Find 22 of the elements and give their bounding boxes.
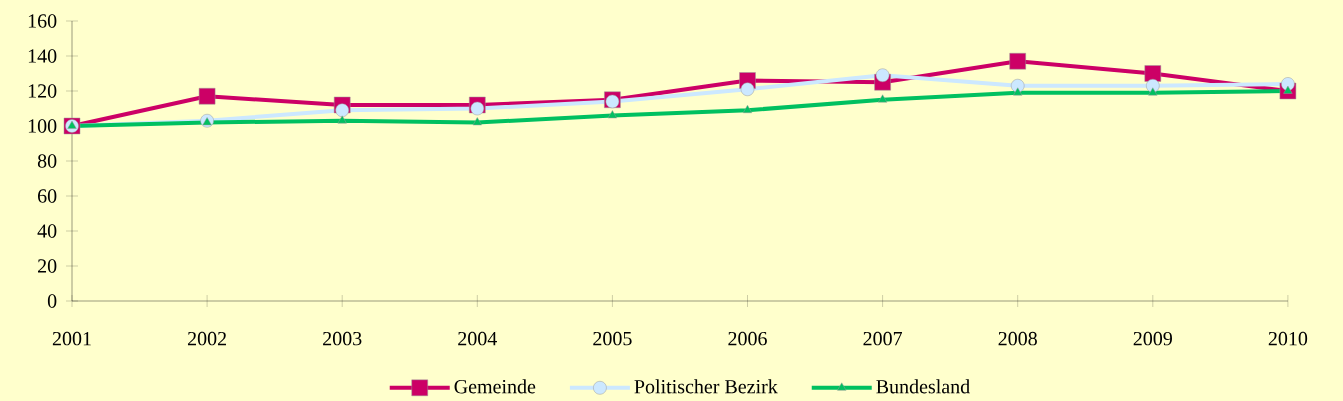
y-tick-label: 40	[37, 224, 57, 238]
y-tick-label: 80	[37, 154, 57, 168]
y-tick-label: 140	[28, 49, 57, 63]
y-tick-label: 160	[28, 14, 57, 28]
legend-label: Gemeinde	[454, 379, 536, 394]
y-tick-label: 100	[28, 119, 57, 133]
x-tick-label: 2008	[998, 331, 1037, 346]
x-tick-label: 2001	[52, 331, 91, 346]
x-tick-label: 2007	[863, 331, 903, 346]
y-tick-label: 20	[38, 259, 57, 273]
x-tick-label: 2002	[187, 331, 226, 346]
x-tick-label: 2010	[1268, 331, 1308, 346]
y-tick-label: 0	[47, 294, 57, 308]
x-tick-label: 2003	[323, 331, 362, 346]
y-tick-label: 120	[28, 84, 57, 98]
x-tick-label: 2005	[593, 331, 632, 346]
x-tick-label: 2006	[728, 331, 767, 346]
legend-label: Bundesland	[876, 379, 970, 394]
x-tick-label: 2004	[458, 331, 497, 346]
legend-label: Politischer Bezirk	[634, 379, 778, 394]
y-tick-label: 60	[37, 189, 57, 203]
x-tick-label: 2009	[1133, 331, 1172, 346]
